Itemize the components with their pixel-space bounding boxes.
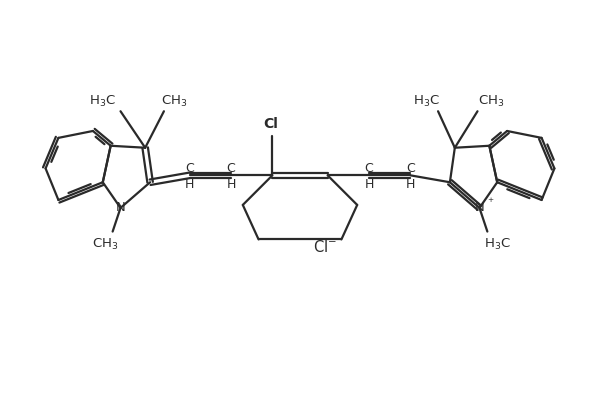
Text: Cl$^{-}$: Cl$^{-}$ (313, 239, 337, 255)
Text: H: H (406, 178, 415, 191)
Text: CH$_3$: CH$_3$ (92, 237, 118, 252)
Text: H: H (185, 178, 194, 191)
Text: C: C (406, 162, 415, 175)
Text: Cl: Cl (263, 117, 278, 131)
Text: CH$_3$: CH$_3$ (478, 94, 505, 109)
Text: H$_3$C: H$_3$C (89, 94, 116, 109)
Text: N: N (116, 201, 125, 214)
Text: H$_3$C: H$_3$C (413, 94, 440, 109)
Text: C: C (227, 162, 235, 175)
Text: H$_3$C: H$_3$C (484, 237, 511, 252)
Text: C: C (185, 162, 194, 175)
Text: C: C (365, 162, 373, 175)
Text: N: N (475, 201, 484, 214)
Text: H: H (364, 178, 374, 191)
Text: CH$_3$: CH$_3$ (161, 94, 187, 109)
Text: H: H (226, 178, 236, 191)
Text: $^+$: $^+$ (486, 197, 495, 207)
